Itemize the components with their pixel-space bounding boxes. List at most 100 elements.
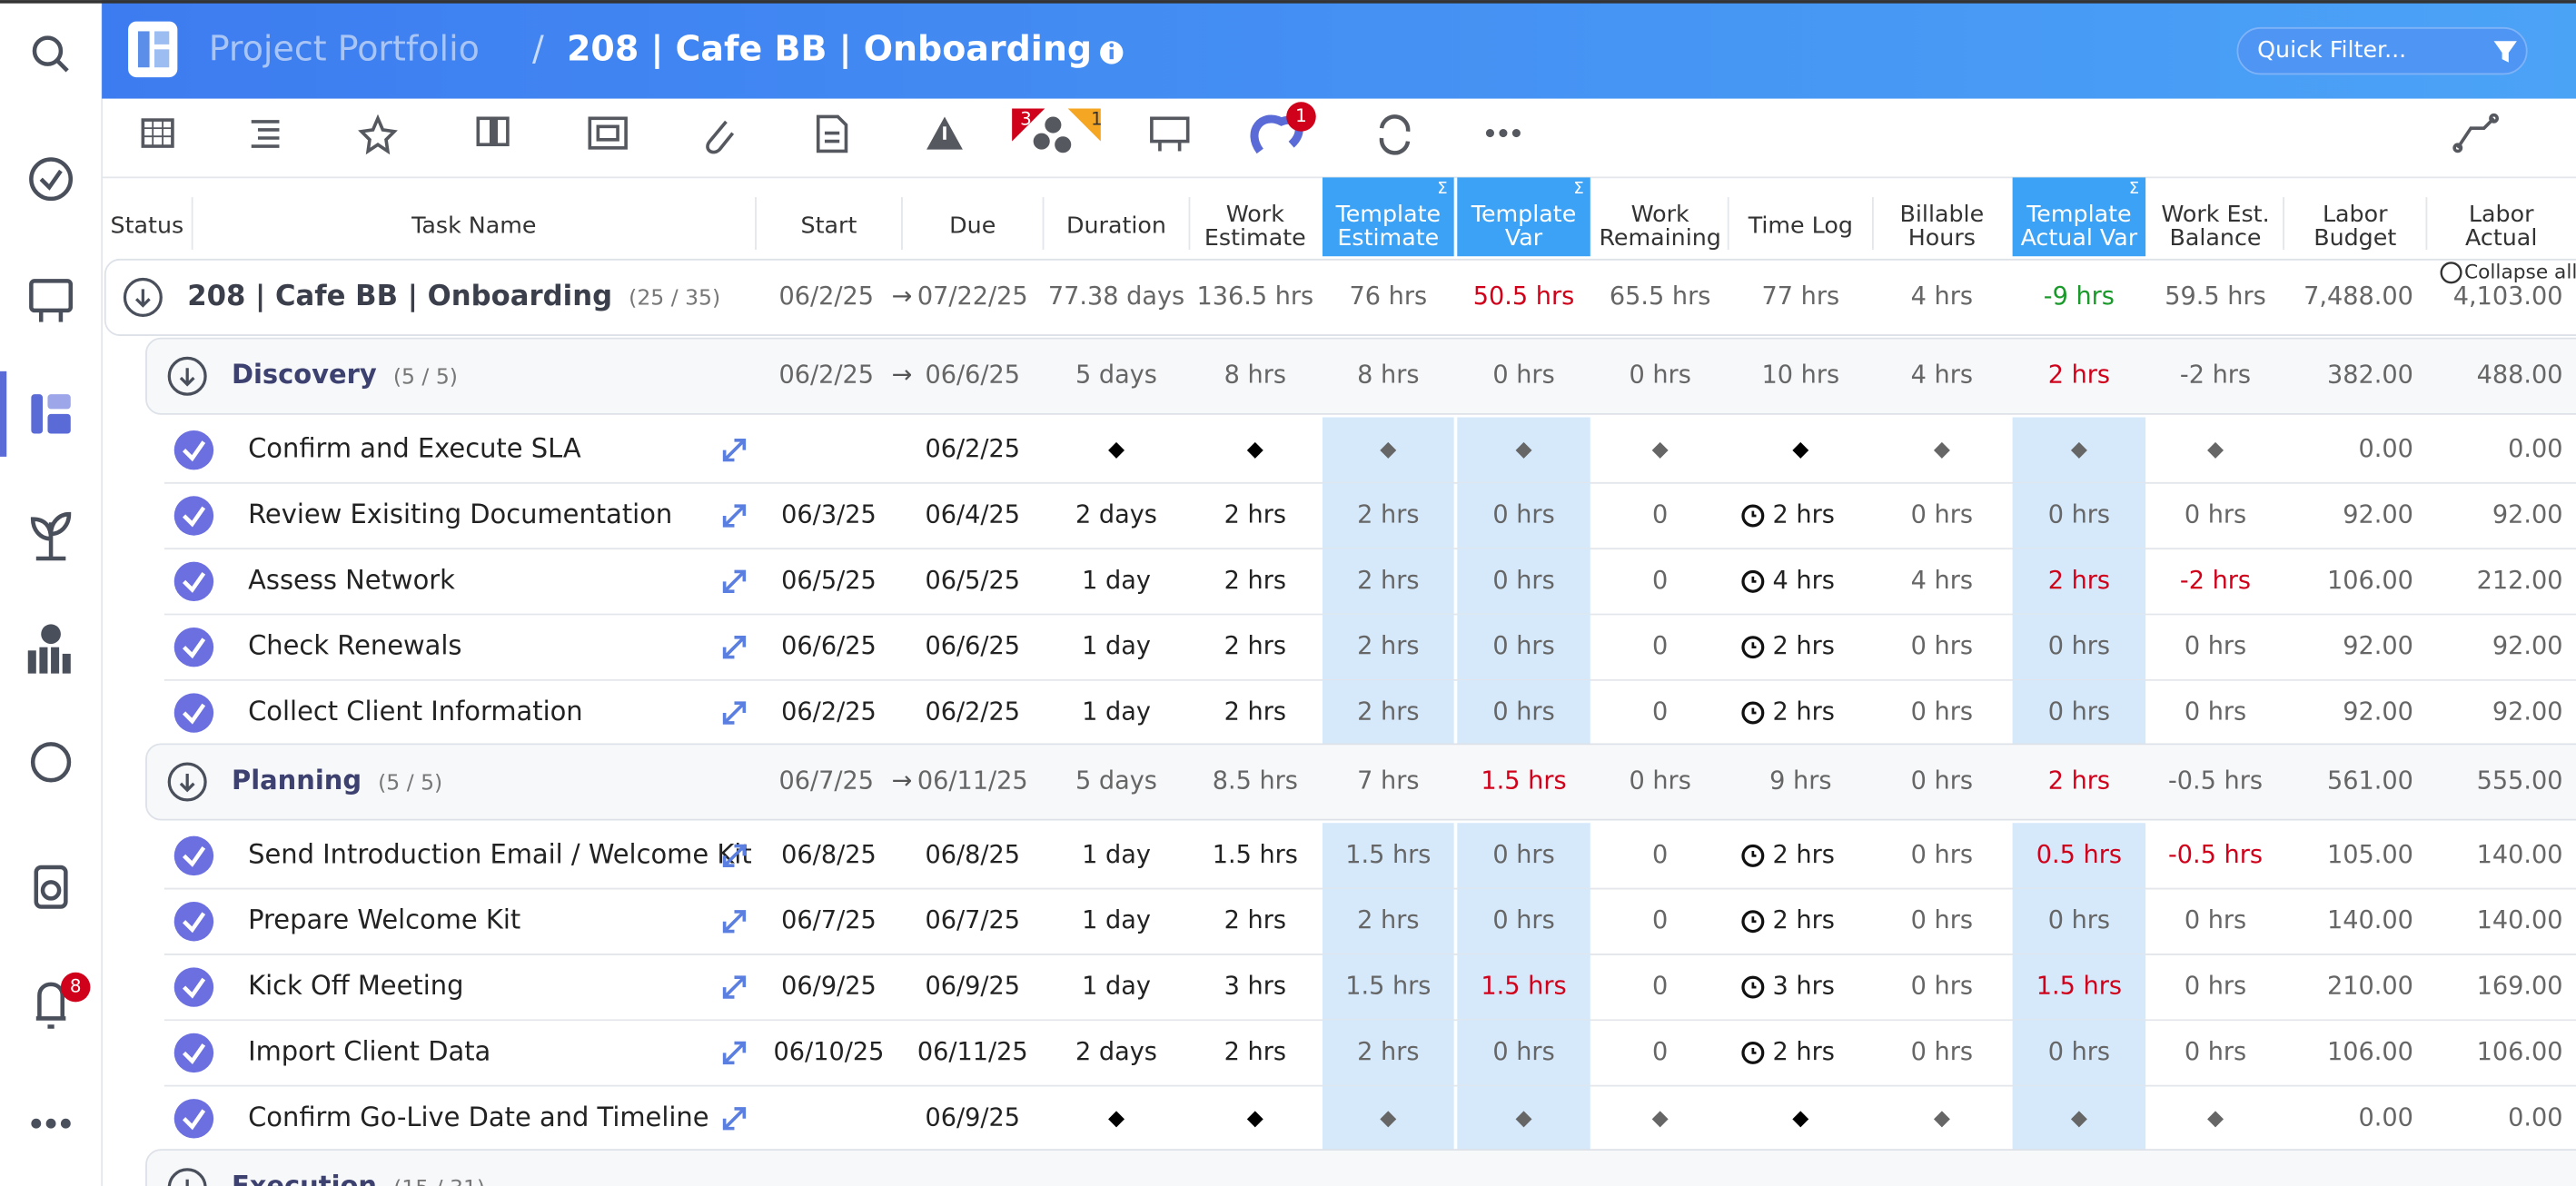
column-header[interactable]: Duration [1066,212,1166,239]
quick-filter[interactable] [2236,26,2528,75]
column-header[interactable]: Template [1471,200,1577,227]
task-name[interactable]: Import Client Data [248,1035,490,1066]
timer-icon[interactable] [34,865,68,909]
more-icon[interactable] [31,1118,71,1129]
columns[interactable] [476,116,510,147]
outline-view[interactable] [251,120,280,148]
task-name[interactable]: Review Exisiting Documentation [248,499,672,529]
assistant[interactable] [1250,114,1303,154]
status-check[interactable] [173,1033,214,1073]
column-header[interactable]: Due [949,212,996,239]
status-check[interactable] [173,902,214,942]
column-header[interactable]: Balance [2170,223,2262,251]
collapse-all[interactable]: Collapse all [2464,261,2576,283]
status-check[interactable] [173,627,214,667]
collapse-icon[interactable] [167,356,207,396]
expand-icon[interactable] [722,975,747,999]
collapse-all-icon[interactable] [2440,262,2462,284]
board-icon[interactable] [29,279,74,313]
expand-icon[interactable] [722,701,747,725]
status-check[interactable] [173,496,214,536]
column-header[interactable]: Actual Var [2021,223,2138,251]
highlight-cell [2012,954,2146,1021]
refresh[interactable] [1379,114,1411,155]
column-header[interactable]: Start [801,212,857,239]
task-name[interactable]: Confirm Go-Live Date and Timeline [248,1102,708,1132]
status-check[interactable] [173,561,214,602]
column-header[interactable]: Template [1335,200,1442,227]
board[interactable] [1150,116,1190,152]
expand-icon[interactable] [722,1041,747,1065]
resources[interactable] [1033,116,1072,153]
app-name[interactable]: Project Portfolio [209,29,480,69]
column-header[interactable]: Var [1505,223,1543,251]
toolbar-icons [141,113,2499,155]
collapse-icon[interactable] [167,762,207,802]
portfolio-icon[interactable] [31,394,71,434]
status-check[interactable] [173,693,214,733]
bell-icon[interactable] [35,982,66,1029]
expand-icon[interactable] [722,504,747,528]
column-header[interactable]: Labor [2323,200,2388,227]
column-header[interactable]: Billable [1900,200,1985,227]
column-header[interactable]: Remaining [1599,223,1720,251]
column-header[interactable]: Time Log [1748,212,1853,239]
task-name[interactable]: Check Renewals [248,630,461,661]
connector[interactable] [2452,113,2499,153]
task-name[interactable]: Prepare Welcome Kit [248,904,520,935]
grid-view[interactable] [141,118,174,148]
column-header[interactable]: Labor [2469,200,2534,227]
group-name[interactable]: Discovery [232,359,377,390]
expand-icon[interactable] [722,844,747,868]
favorite[interactable] [358,114,398,155]
expand-icon[interactable] [722,1107,747,1131]
project-name[interactable]: 208 | Cafe BB | Onboarding [187,280,612,312]
cycle-icon[interactable] [30,742,72,783]
warning[interactable] [926,116,963,150]
task-table: Status Task Name Start Due Duration WorkEstim… [104,177,2576,1186]
attachment[interactable] [706,120,735,154]
column-header[interactable]: Work [1631,200,1689,227]
task-name[interactable]: Send Introduction Email / Welcome Kit [248,838,752,869]
more[interactable] [1485,129,1521,138]
growth-icon[interactable] [30,511,72,559]
search-icon[interactable] [32,35,64,66]
cell-value: 2 hrs [1224,1038,1286,1066]
task-name[interactable]: Collect Client Information [248,696,583,726]
status-check-mark [182,912,206,934]
status-check-mark [182,571,206,593]
column-header[interactable]: Task Name [411,212,536,239]
quick-filter-text[interactable]: Quick Filter... [2257,35,2406,63]
tasks-icon[interactable] [29,157,74,202]
status-check[interactable] [173,835,214,876]
column-header[interactable]: Work Est. [2161,200,2269,227]
cell-value: 4 hrs [1773,567,1835,595]
group-name[interactable]: Execution [232,1171,377,1186]
task-name[interactable]: Kick Off Meeting [248,970,463,1001]
column-header[interactable]: Actual [2465,223,2537,251]
collapse-icon[interactable] [123,277,163,317]
info-icon[interactable] [1100,41,1124,64]
status-check[interactable] [173,430,214,470]
expand-icon[interactable] [722,569,747,593]
people-icon[interactable] [27,624,71,674]
task-name[interactable]: Assess Network [248,564,455,595]
cell-value: 06/3/25 [781,500,877,529]
frame[interactable] [588,116,628,150]
status-check[interactable] [173,967,214,1007]
group-name[interactable]: Planning [232,765,362,796]
column-header[interactable]: Budget [2313,223,2396,251]
column-header[interactable]: Estimate [1204,223,1306,251]
column-header[interactable]: Template [2026,200,2132,227]
column-header[interactable]: Status [111,212,184,239]
column-header[interactable]: Estimate [1337,223,1439,251]
expand-icon[interactable] [722,438,747,462]
task-name[interactable]: Confirm and Execute SLA [248,433,581,464]
document[interactable] [816,114,848,153]
column-header[interactable]: Hours [1908,223,1976,251]
expand-icon[interactable] [722,636,747,659]
expand-icon[interactable] [722,910,747,934]
status-check[interactable] [173,1099,214,1139]
collapse-icon[interactable] [167,1168,207,1186]
column-header[interactable]: Work [1226,200,1284,227]
